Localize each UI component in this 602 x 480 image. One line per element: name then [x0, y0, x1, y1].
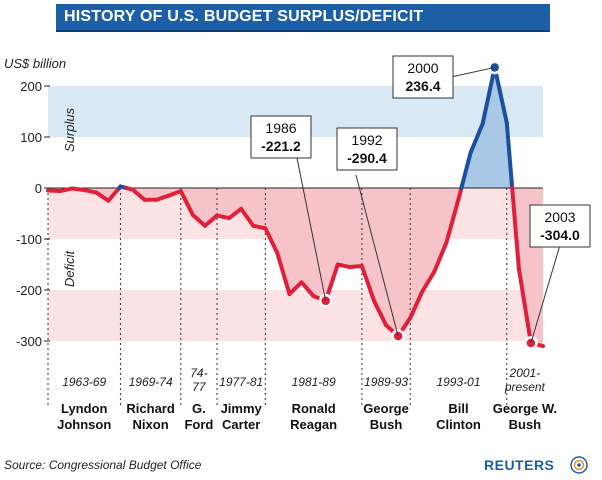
- series-segment-9-0: [154, 193, 171, 202]
- reuters-logo-icon: [570, 456, 588, 474]
- callout-box-2: [392, 55, 454, 99]
- budget-chart: US$ billion 200 100 0 -100 -200 -300 Surplus Def…: [4, 55, 591, 432]
- series-segment-36-0: [480, 65, 497, 126]
- series-segment-38-1: [510, 186, 521, 271]
- series-segment-26-0: [359, 264, 376, 303]
- presidency-name-a-7: George W.: [493, 401, 557, 416]
- y-tick-label-1: 100: [20, 130, 42, 145]
- presidency-name-b-4: Reagan: [290, 417, 337, 432]
- series-segment-18-0: [263, 226, 280, 256]
- callout-box-0: [250, 115, 312, 159]
- callout-year-1: 1992: [351, 132, 382, 148]
- series-segment-4-0: [94, 190, 111, 203]
- presidency-separators: [47, 188, 508, 405]
- series-segment-31-0: [420, 269, 437, 294]
- y-tick-label-2: 0: [35, 181, 42, 196]
- reuters-brand: REUTERS: [484, 457, 555, 473]
- presidency-name-a-3: Jimmy: [221, 401, 263, 416]
- deficit-zone-label: Deficit: [62, 249, 77, 287]
- y-tick-label-0: 200: [20, 79, 42, 94]
- series-segment-20-0: [287, 280, 304, 297]
- series-segment-3-0: [82, 188, 99, 195]
- deficit-area: [48, 188, 543, 347]
- presidency-range-b-7: present: [504, 380, 546, 394]
- presidency-name-a-4: Ronald: [292, 401, 336, 416]
- series-segment-19-0: [275, 251, 292, 297]
- presidency-name-b-2: Ford: [184, 417, 213, 432]
- series-segment-7-0: [130, 187, 147, 202]
- series-segment-25-0: [347, 264, 364, 270]
- y-tick-label-5: -300: [16, 334, 42, 349]
- series-segment-35-0: [468, 121, 485, 155]
- callout-value-3: -304.0: [540, 227, 580, 243]
- surplus-zone-label: Surplus: [62, 107, 77, 152]
- series-segment-37-0: [492, 65, 509, 125]
- presidency-name-a-5: George: [363, 401, 409, 416]
- series-segment-14-0: [215, 213, 232, 221]
- series-segment-5-0: [106, 186, 122, 203]
- series-segment-13-0: [202, 213, 220, 228]
- presidency-range-3: 1977-81: [219, 375, 263, 389]
- presidency-name-b-3: Carter: [222, 417, 260, 432]
- series-segment-39-0: [516, 266, 533, 346]
- presidency-range-a-7: 2001-: [509, 366, 541, 380]
- presidency-name-b-6: Clinton: [436, 417, 481, 432]
- callout-year-3: 2003: [544, 209, 575, 225]
- series-segment-30-0: [408, 289, 425, 321]
- series-segment-17-0: [251, 223, 268, 231]
- series-segment-2-0: [70, 186, 87, 193]
- series-segment-34-1: [459, 150, 473, 190]
- series-segment-27-0: [371, 298, 389, 328]
- y-tick-label-3: -100: [16, 232, 42, 247]
- presidency-name-b-1: Nixon: [133, 417, 169, 432]
- presidency-name-b-7: Bush: [509, 417, 542, 432]
- callout-year-2: 2000: [407, 60, 438, 76]
- callout-leader-0: [296, 157, 327, 301]
- series-segment-1-0: [58, 186, 75, 194]
- callout-value-2: 236.4: [405, 78, 440, 94]
- y-tick-label-4: -200: [16, 283, 42, 298]
- presidency-range-4: 1981-89: [292, 375, 336, 389]
- series-segment-38-0: [504, 120, 515, 190]
- series-segment-11-0: [178, 189, 195, 218]
- chart-title: HISTORY OF U.S. BUDGET SURPLUS/DEFICIT: [64, 8, 424, 25]
- series-segment-32-0: [432, 240, 449, 274]
- series-lines: [46, 65, 545, 349]
- callout-year-0: 1986: [265, 120, 296, 136]
- callout-leader-1: [355, 174, 399, 337]
- series-segment-0-0: [46, 188, 63, 194]
- y-axis-label: US$ billion: [4, 56, 66, 71]
- presidency-name-b-5: Bush: [370, 417, 403, 432]
- series-segment-24-0: [335, 262, 352, 270]
- series-segment-21-0: [299, 280, 316, 299]
- presidency-range-b-2: 77: [192, 380, 207, 394]
- presidency-name-a-2: G.: [192, 401, 206, 416]
- callouts: 1986 -221.2 1992 -290.4 2000 236.4 2003 -304.0: [250, 55, 591, 344]
- deficit-band-lower: [48, 290, 543, 341]
- presidency-range-0: 1963-69: [62, 375, 106, 389]
- presidency-range-1: 1969-74: [129, 375, 173, 389]
- presidency-range-6: 1993-01: [436, 375, 480, 389]
- callout-box-3: [529, 204, 591, 248]
- callout-leader-2: [450, 66, 495, 78]
- series-segment-12-0: [190, 213, 207, 228]
- presidency-name-b-0: Johnson: [57, 417, 111, 432]
- series-segment-10-0: [166, 189, 183, 198]
- series-segment-33-0: [444, 197, 461, 245]
- series-segment-15-0: [227, 206, 244, 221]
- presidency-range-a-2: 74-: [190, 366, 207, 380]
- presidency-name-a-0: Lyndon: [61, 401, 108, 416]
- callout-box-1: [336, 127, 398, 171]
- presidency-name-a-1: Richard: [126, 401, 174, 416]
- title-bar: HISTORY OF U.S. BUDGET SURPLUS/DEFICIT: [56, 4, 550, 32]
- callout-value-0: -221.2: [261, 138, 301, 154]
- callout-value-1: -290.4: [347, 150, 387, 166]
- callout-leader-3: [530, 244, 561, 344]
- source-note: Source: Congressional Budget Office: [4, 458, 202, 472]
- series-segment-16-0: [239, 206, 256, 228]
- presidency-name-a-6: Bill: [448, 401, 468, 416]
- presidency-range-5: 1989-93: [364, 375, 408, 389]
